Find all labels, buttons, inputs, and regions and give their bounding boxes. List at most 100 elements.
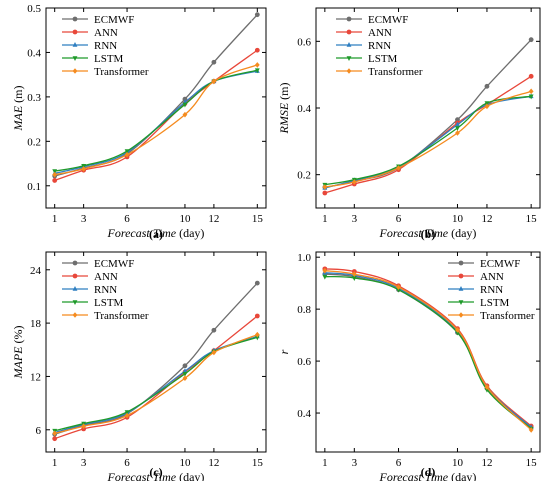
y-tick-label: 0.4 (297, 103, 311, 115)
y-tick-label: 0.5 (27, 3, 41, 15)
x-tick-label: 12 (208, 457, 219, 469)
x-tick-label: 3 (352, 457, 358, 469)
data-point-transformer (528, 88, 534, 95)
data-point-ecmwf (182, 363, 188, 369)
data-point-lstm (458, 300, 464, 305)
panel-label: (a) (149, 227, 163, 241)
y-tick-label: 6 (36, 425, 42, 437)
data-point-transformer (322, 184, 328, 190)
x-axis-label: Forecast Time (379, 226, 449, 240)
series-ecmwf (52, 12, 260, 179)
series-line-lstm (324, 95, 532, 186)
data-point-ann (254, 47, 260, 53)
x-axis-label: Forecast Time (107, 226, 177, 240)
legend-label: LSTM (94, 297, 124, 309)
data-point-ann (254, 313, 260, 319)
series-line-transformer (324, 90, 532, 188)
x-tick-label: 3 (352, 213, 358, 225)
series-rnn (52, 68, 260, 176)
data-point-lstm (322, 274, 328, 280)
x-axis-unit: (day) (179, 226, 204, 240)
legend-label: ANN (94, 271, 118, 283)
legend-label: ECMWF (368, 14, 408, 26)
y-tick-label: 0.2 (297, 170, 311, 182)
series-transformer (52, 331, 260, 437)
series-line-lstm (54, 336, 258, 432)
data-point-ecmwf (346, 16, 352, 22)
data-point-lstm (351, 276, 357, 281)
data-point-transformer (182, 375, 188, 382)
x-tick-label: 6 (396, 213, 402, 225)
x-axis-unit: (day) (451, 470, 476, 481)
y-tick-label: 1.0 (297, 252, 311, 264)
y-axis-title: r (277, 349, 291, 354)
plot-frame (315, 7, 541, 209)
panel-label: (c) (149, 465, 162, 479)
legend-label: ANN (368, 27, 392, 39)
data-point-transformer (254, 62, 260, 68)
legend-label: ANN (94, 27, 118, 39)
data-point-transformer (211, 349, 217, 356)
x-axis-label: Forecast Time (379, 470, 449, 481)
data-point-ecmwf (484, 83, 490, 89)
data-point-rnn (182, 368, 188, 373)
series-line-ecmwf (54, 14, 258, 177)
x-tick-label: 12 (481, 457, 492, 469)
data-point-rnn (72, 42, 78, 47)
series-transformer (322, 88, 534, 190)
series-rnn (52, 333, 260, 435)
data-point-transformer (254, 331, 260, 338)
data-point-transformer (182, 111, 188, 118)
data-point-transformer (211, 78, 217, 85)
data-point-lstm (528, 94, 534, 100)
data-point-lstm (254, 335, 260, 341)
x-axis-title: Forecast Time (day) (107, 470, 205, 481)
data-point-ann (72, 29, 78, 35)
legend-label: Transformer (94, 310, 149, 322)
series-ann (322, 73, 534, 196)
data-point-transformer (322, 267, 328, 274)
data-point-lstm (455, 126, 460, 131)
data-point-transformer (52, 430, 58, 437)
series-line-lstm (54, 69, 258, 172)
plot-frame (315, 251, 541, 453)
x-tick-label: 10 (452, 213, 464, 225)
legend-label: RNN (94, 40, 117, 52)
x-tick-label: 1 (52, 213, 58, 225)
data-point-transformer (81, 423, 87, 430)
data-point-ecmwf (455, 117, 460, 123)
x-axis-unit: (day) (179, 470, 204, 481)
legend-label: Transformer (480, 310, 535, 322)
x-tick-label: 15 (252, 457, 264, 469)
data-point-lstm (346, 56, 352, 61)
x-tick-label: 3 (81, 457, 87, 469)
series-line-rnn (54, 335, 258, 434)
chart-panel-1: 1 3 6 10 12 15 0.2 0.4 0.6 Forecast Time (day) RMSE… (277, 7, 541, 241)
x-axis-title: Forecast Time (day) (379, 470, 477, 481)
series-transformer (52, 62, 260, 178)
y-tick-label: 0.3 (27, 92, 41, 104)
legend-label: ECMWF (480, 258, 520, 270)
y-tick-label: 0.4 (27, 47, 41, 59)
x-tick-label: 10 (179, 213, 191, 225)
data-point-rnn (346, 42, 352, 47)
y-tick-label: 0.2 (27, 136, 41, 148)
data-point-ecmwf (528, 37, 534, 43)
data-point-transformer (455, 327, 460, 333)
data-point-lstm (182, 102, 188, 108)
legend-label: ANN (480, 271, 504, 283)
series-line-rnn (54, 70, 258, 174)
data-point-transformer (396, 165, 401, 171)
x-axis-unit: (day) (451, 226, 476, 240)
y-tick-label: 0.8 (297, 304, 311, 316)
x-tick-label: 15 (526, 213, 538, 225)
panel-label: (b) (421, 227, 436, 241)
data-point-transformer (72, 68, 78, 74)
x-tick-label: 6 (396, 457, 402, 469)
series-line-ann (54, 49, 258, 182)
x-tick-label: 6 (124, 213, 130, 225)
